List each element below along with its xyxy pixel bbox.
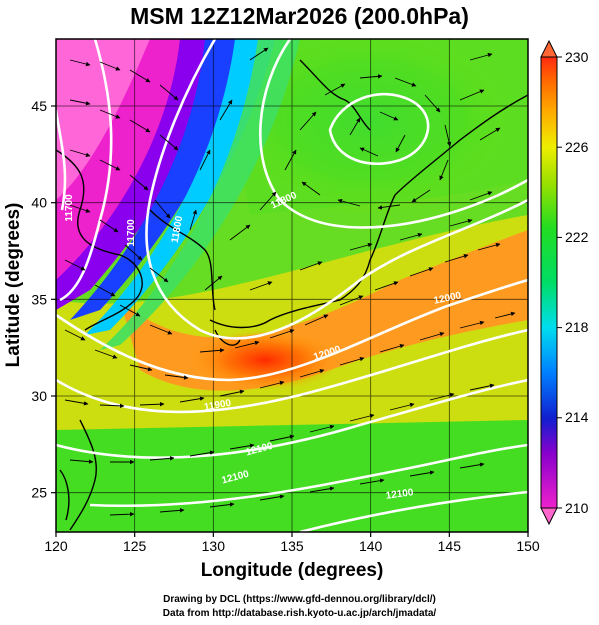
wind-vectors	[64, 47, 516, 517]
credit-data: Data from http://database.rish.kyoto-u.a…	[162, 608, 437, 619]
x-tick-label: 135	[280, 538, 304, 554]
x-tick-label: 125	[123, 538, 147, 554]
lat-lon-grid	[56, 39, 528, 532]
y-tick-label: 45	[31, 98, 47, 114]
y-axis-title: Latitude (degrees)	[3, 203, 24, 368]
contour-label: 11900	[203, 398, 232, 414]
y-tick-label: 40	[31, 195, 47, 211]
y-axis-labels: 25 30 35 40 45	[31, 98, 47, 501]
y-tick-label: 25	[31, 485, 47, 501]
x-tick-label: 145	[438, 538, 462, 554]
y-tick-label: 35	[31, 291, 47, 307]
x-tick-label: 140	[359, 538, 383, 554]
colorbar-min-triangle	[540, 507, 558, 526]
contour-label: 11800	[170, 215, 186, 244]
colorbar-tick-label: 226	[565, 139, 589, 155]
colorbar-tick-label: 214	[565, 409, 589, 425]
x-tick-label: 120	[44, 538, 68, 554]
temperature-field	[56, 39, 528, 532]
colorbar-tick-label: 222	[565, 229, 589, 245]
credit-drawing: Drawing by DCL (https://www.gfd-dennou.o…	[163, 594, 436, 605]
height-contours	[56, 39, 528, 532]
contour-label: 11700	[64, 194, 75, 222]
colorbar-max-triangle	[540, 39, 558, 58]
colorbar: 230 226 222 218 214 210	[540, 39, 589, 526]
y-axis-ticks	[51, 105, 56, 494]
contour-label: 12100	[385, 487, 415, 502]
x-axis-title: Longitude (degrees)	[201, 560, 384, 581]
colorbar-tick-label: 210	[565, 500, 589, 516]
x-tick-label: 150	[516, 538, 540, 554]
colorbar-tick-label: 218	[565, 319, 589, 335]
contour-label: 11700	[126, 219, 137, 247]
colorbar-tick-label: 230	[565, 49, 589, 65]
map-title: MSM 12Z12Mar2026 (200.0hPa)	[130, 3, 469, 29]
x-tick-label: 130	[202, 538, 226, 554]
x-axis-labels: 120 125 130 135 140 145 150	[44, 538, 540, 554]
y-tick-label: 30	[31, 388, 47, 404]
x-axis-ticks	[55, 532, 529, 537]
